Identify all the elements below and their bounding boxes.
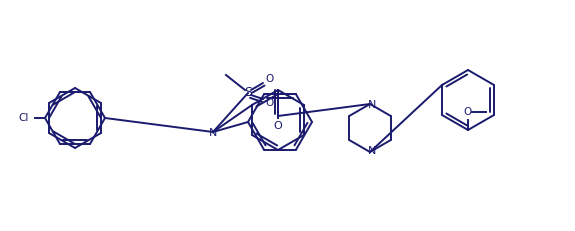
Text: O: O — [274, 121, 282, 131]
Text: N: N — [209, 128, 217, 138]
Text: O: O — [266, 74, 274, 84]
Text: N: N — [368, 100, 376, 110]
Text: Cl: Cl — [18, 113, 29, 123]
Text: N: N — [368, 146, 376, 156]
Text: O: O — [464, 107, 472, 117]
Text: O: O — [266, 98, 274, 108]
Text: S: S — [244, 86, 252, 100]
